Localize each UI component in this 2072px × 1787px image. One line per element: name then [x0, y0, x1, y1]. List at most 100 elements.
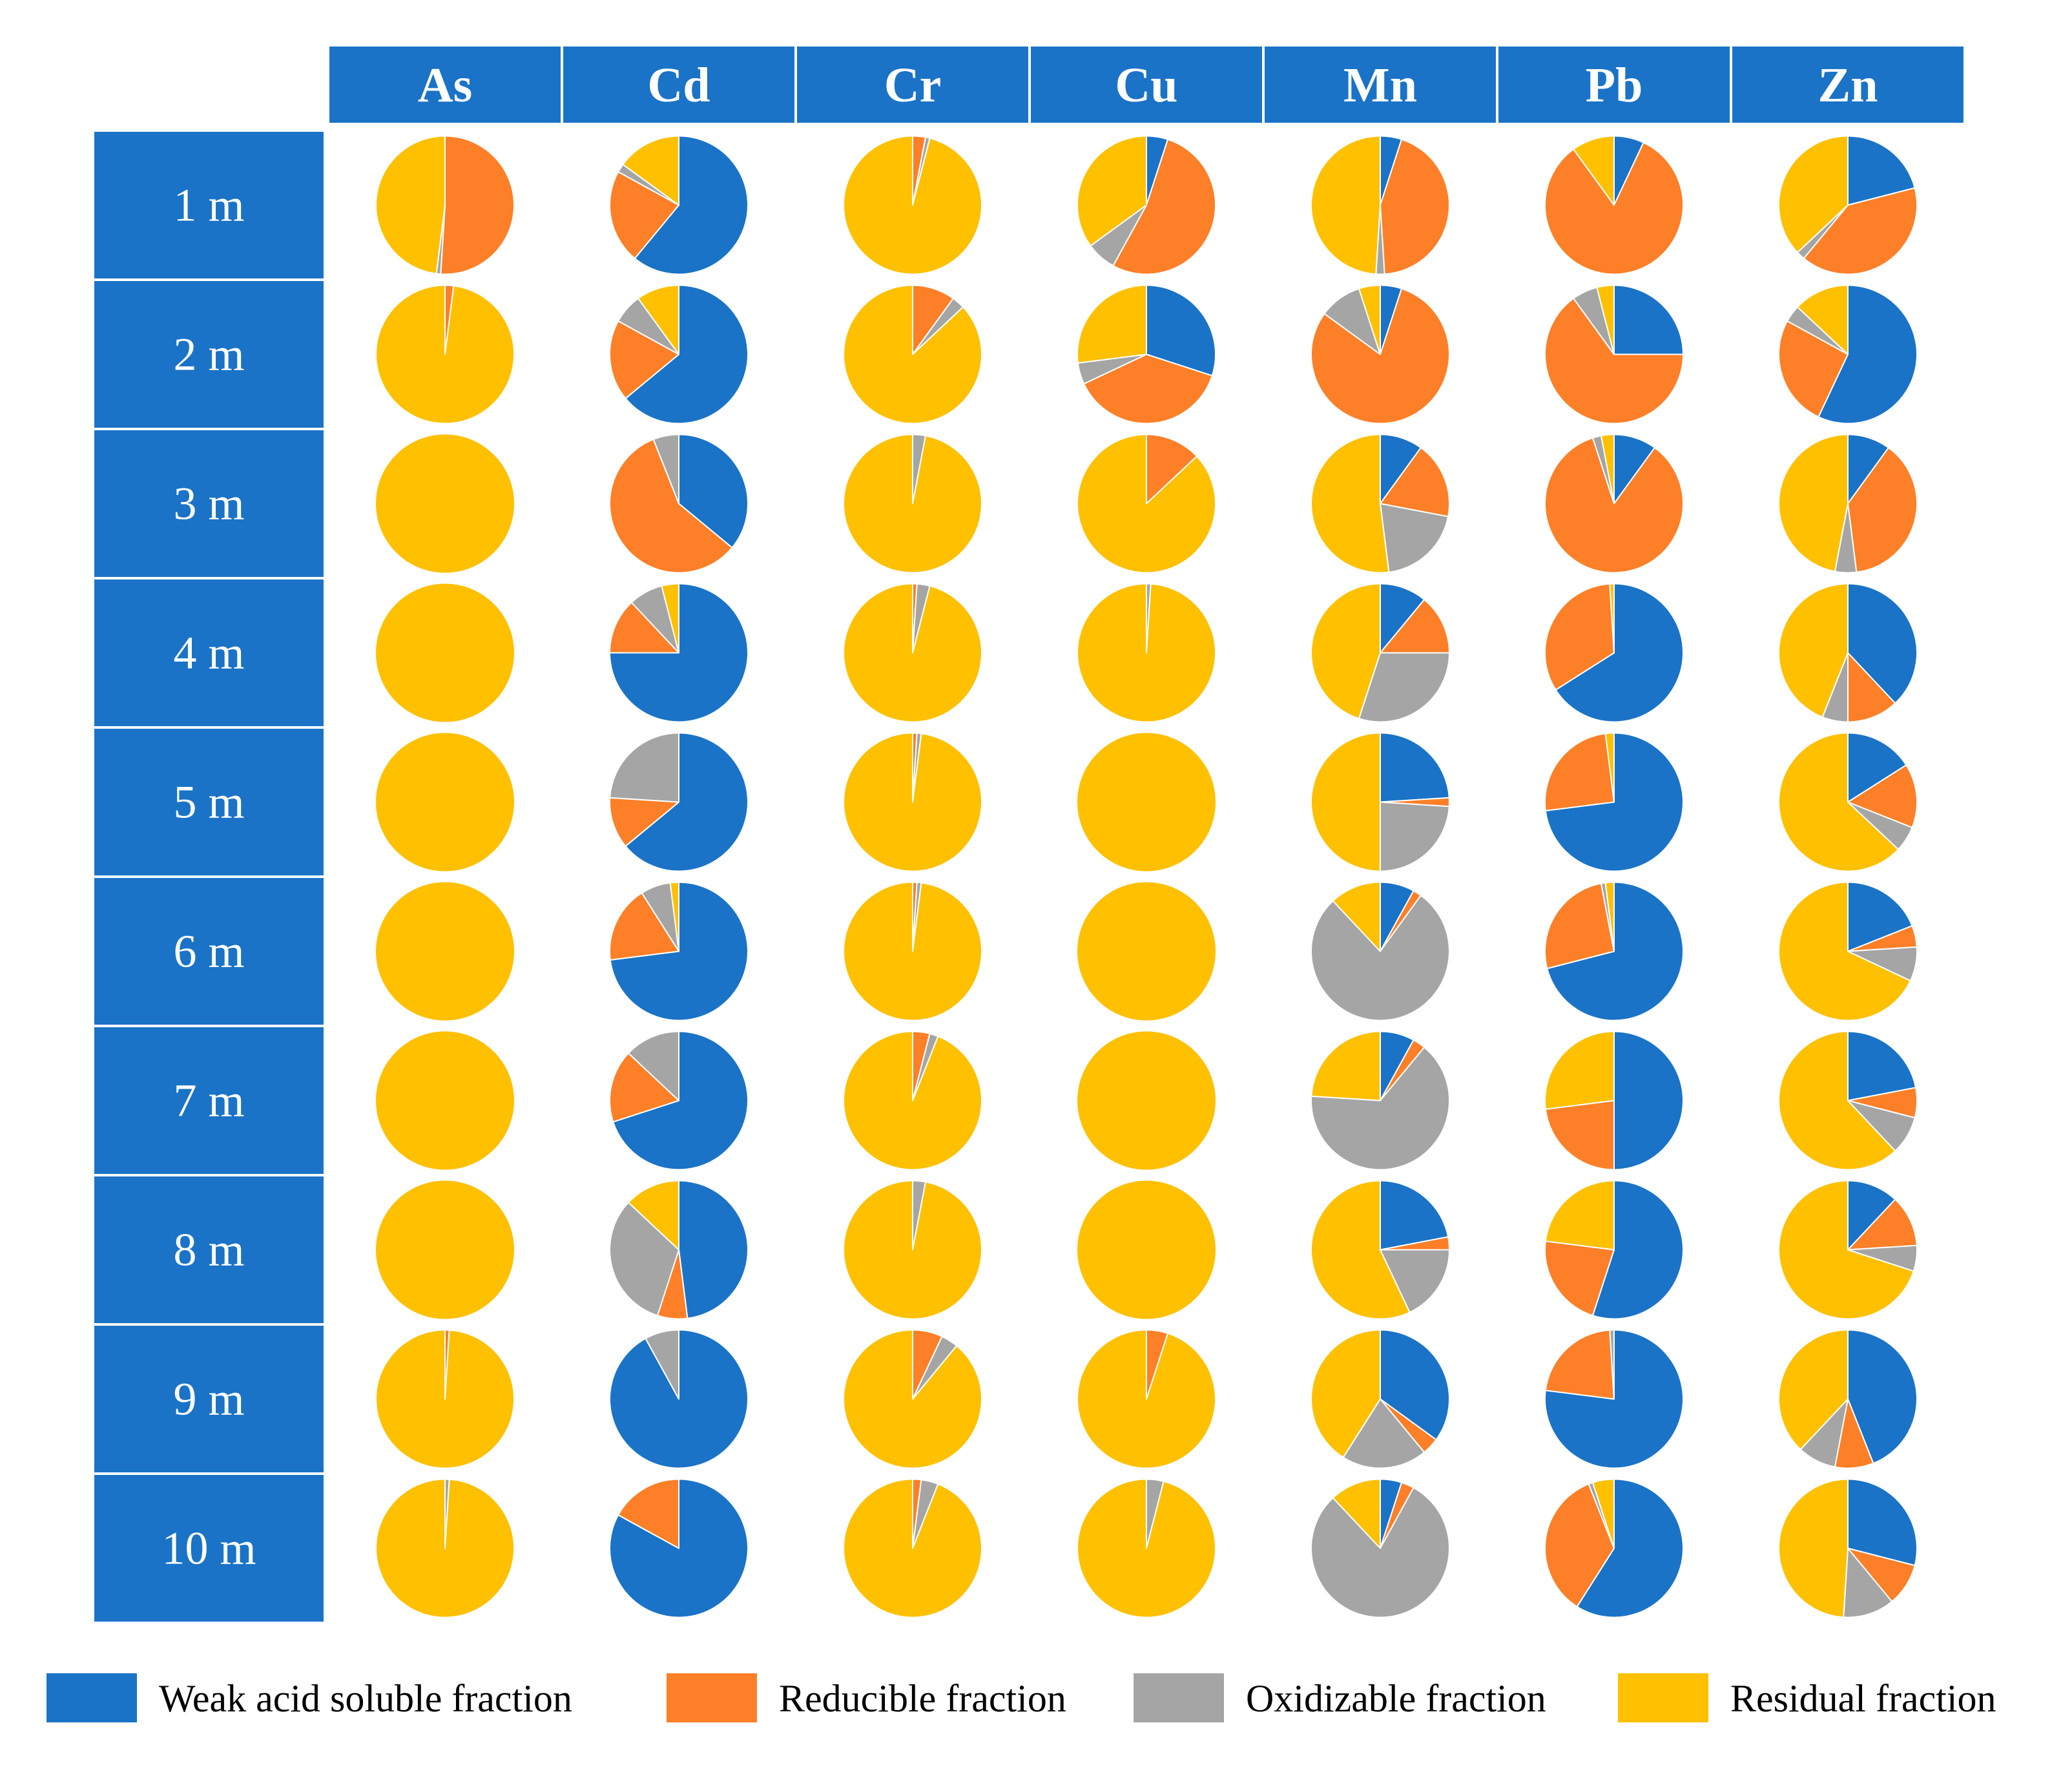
row-header-label: 9 m	[173, 1374, 244, 1425]
pie-as-10-m	[375, 1478, 515, 1618]
legend-item-oxidizable-fraction: Oxidizable fraction	[1134, 1673, 1546, 1722]
pie-as-1-m	[375, 135, 515, 275]
pie-slice-reducible-fraction	[1544, 437, 1684, 574]
pie-slice-weak-acid-soluble-fraction	[612, 1030, 749, 1171]
pie-slice-residual-fraction	[1077, 1180, 1216, 1319]
pie-slice-weak-acid-soluble-fraction	[1847, 1030, 1917, 1102]
row-header-7-m: 7 m	[94, 1027, 324, 1174]
pie-slice-residual-fraction	[1311, 732, 1381, 872]
pie-slice-residual-fraction	[1609, 583, 1615, 654]
legend: Weak acid soluble fraction Reducible frac…	[47, 1673, 1996, 1722]
pie-mn-5-m	[1311, 732, 1451, 872]
pie-slice-reducible-fraction	[440, 135, 515, 275]
pie-slice-reducible-fraction	[1544, 883, 1615, 970]
pie-slice-oxidizable-fraction	[652, 434, 679, 505]
pie-cd-6-m	[609, 881, 749, 1021]
pie-slice-weak-acid-soluble-fraction	[1847, 583, 1918, 704]
pie-slice-residual-fraction	[1311, 434, 1390, 574]
pie-slice-reducible-fraction	[609, 601, 679, 654]
pie-slice-weak-acid-soluble-fraction	[1847, 135, 1916, 206]
pie-slice-residual-fraction	[1596, 284, 1615, 355]
pie-slice-reducible-fraction	[1380, 138, 1450, 275]
pie-slice-residual-fraction	[1077, 1329, 1216, 1469]
pie-slice-reducible-fraction	[609, 320, 679, 399]
pie-cr-9-m	[843, 1329, 982, 1469]
pie-slice-reducible-fraction	[1544, 583, 1615, 691]
pie-cu-10-m	[1077, 1478, 1216, 1618]
pie-cu-2-m	[1077, 284, 1216, 424]
pie-slice-residual-fraction	[1311, 583, 1381, 720]
pie-slice-weak-acid-soluble-fraction	[634, 135, 749, 275]
pie-slice-residual-fraction	[843, 881, 983, 1021]
pie-slice-reducible-fraction	[1847, 1198, 1918, 1251]
pie-cr-1-m	[843, 135, 982, 275]
pie-slice-residual-fraction	[1544, 1030, 1615, 1110]
pie-slice-reducible-fraction	[1847, 446, 1918, 573]
row-header-10-m: 10 m	[94, 1475, 324, 1622]
legend-item-residual-fraction: Residual fraction	[1618, 1673, 1996, 1722]
pie-grid	[375, 135, 1918, 1618]
pie-slice-residual-fraction	[1077, 135, 1147, 247]
legend-item-weak-acid-soluble-fraction: Weak acid soluble fraction	[47, 1673, 572, 1722]
pie-pb-5-m	[1544, 732, 1684, 872]
pie-slice-weak-acid-soluble-fraction	[1847, 881, 1913, 952]
pie-slice-reducible-fraction	[617, 1478, 679, 1549]
pie-slice-oxidizable-fraction	[645, 1329, 679, 1400]
pie-slice-residual-fraction	[1797, 284, 1849, 355]
pie-slice-reducible-fraction	[609, 171, 679, 259]
row-header-5-m: 5 m	[94, 729, 324, 875]
row-header-label: 1 m	[173, 180, 244, 231]
pie-slice-oxidizable-fraction	[1342, 1398, 1425, 1469]
pie-slice-weak-acid-soluble-fraction	[1380, 583, 1425, 654]
pie-slice-residual-fraction	[1778, 1180, 1914, 1320]
column-header-box	[1031, 47, 1262, 123]
pie-slice-reducible-fraction	[609, 1052, 679, 1123]
pie-slice-weak-acid-soluble-fraction	[1847, 1478, 1918, 1567]
row-header-label: 3 m	[173, 478, 244, 530]
pie-slice-weak-acid-soluble-fraction	[1380, 1329, 1450, 1441]
legend-swatch	[1134, 1673, 1224, 1722]
pie-slice-residual-fraction	[1778, 1030, 1896, 1171]
row-header-box	[94, 1176, 324, 1323]
pie-slice-weak-acid-soluble-fraction	[625, 732, 749, 872]
pie-slice-residual-fraction	[1604, 881, 1615, 952]
pie-slice-reducible-fraction	[1380, 446, 1450, 517]
pie-slice-oxidizable-fraction	[1380, 801, 1450, 872]
pie-cr-5-m	[843, 732, 983, 872]
pie-slice-residual-fraction	[843, 434, 982, 574]
row-header-box	[94, 1326, 324, 1472]
column-header-box	[1265, 47, 1496, 123]
row-header-2-m: 2 m	[94, 281, 324, 428]
column-header-label: Zn	[1818, 58, 1878, 112]
pie-zn-4-m	[1777, 583, 1918, 723]
pie-slice-residual-fraction	[669, 881, 679, 952]
pie-slice-residual-fraction	[843, 732, 983, 872]
pie-slice-residual-fraction	[1077, 434, 1216, 574]
pie-slice-weak-acid-soluble-fraction	[1591, 1180, 1684, 1320]
pie-slice-residual-fraction	[1332, 881, 1381, 952]
pie-cd-7-m	[609, 1030, 749, 1171]
row-header-label: 8 m	[173, 1224, 244, 1276]
pie-slice-weak-acid-soluble-fraction	[1818, 284, 1918, 424]
pie-as-3-m	[376, 434, 514, 573]
row-header-6-m: 6 m	[94, 878, 324, 1025]
pie-slice-reducible-fraction	[1544, 141, 1684, 275]
legend-label: Residual fraction	[1730, 1677, 1996, 1720]
pie-slice-residual-fraction	[1311, 1329, 1381, 1458]
pie-pb-7-m	[1544, 1030, 1684, 1171]
row-header-4-m: 4 m	[94, 580, 324, 726]
pie-pb-8-m	[1544, 1180, 1684, 1320]
pie-cu-4-m	[1077, 583, 1217, 723]
pie-slice-reducible-fraction	[1544, 1483, 1615, 1607]
pie-mn-4-m	[1311, 583, 1450, 723]
pie-zn-1-m	[1778, 135, 1918, 275]
pie-cu-9-m	[1077, 1329, 1216, 1469]
row-header-box	[94, 878, 324, 1025]
pie-mn-7-m	[1311, 1030, 1450, 1171]
pie-slice-residual-fraction	[1077, 583, 1217, 723]
pie-zn-2-m	[1778, 284, 1918, 424]
column-header-label: Cd	[647, 58, 710, 112]
row-header-3-m: 3 m	[94, 430, 324, 577]
column-header-label: Cr	[884, 58, 942, 112]
